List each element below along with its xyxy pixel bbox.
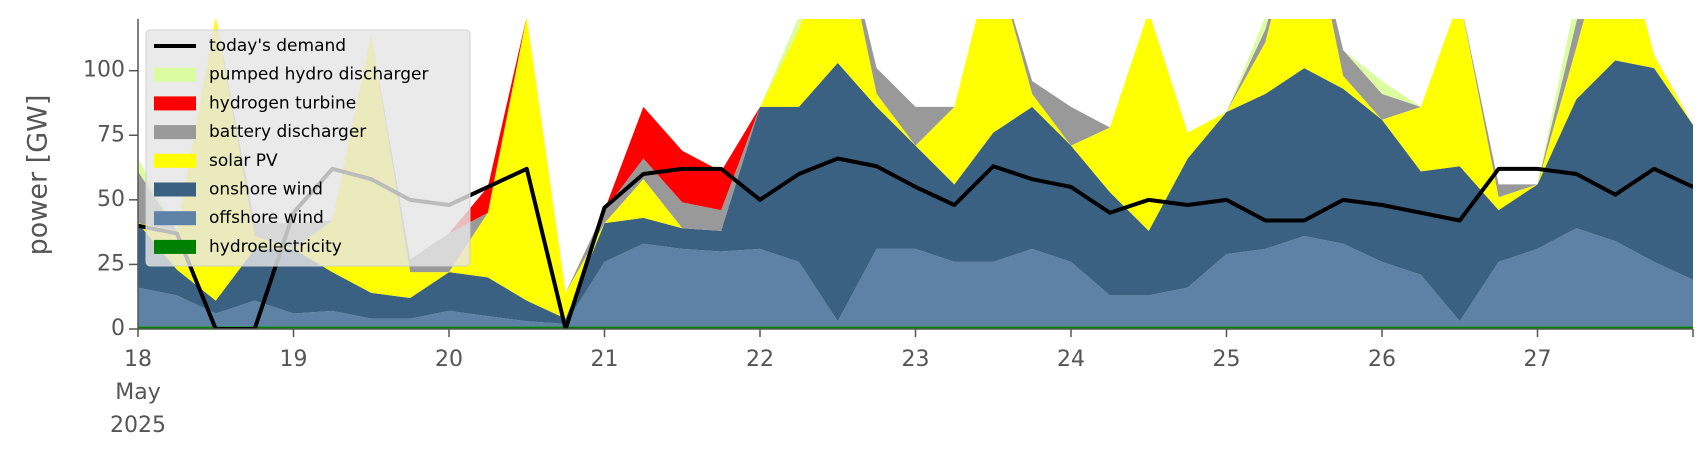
legend-label: solar PV	[209, 151, 278, 171]
x-tick-label: 25	[1213, 347, 1241, 372]
y-tick-label: 100	[83, 58, 125, 83]
legend-label: onshore wind	[209, 180, 323, 200]
x-tick-label: 26	[1368, 347, 1396, 372]
x-tick-label: 21	[591, 347, 619, 372]
legend-swatch	[154, 239, 196, 254]
y-tick-label: 25	[97, 251, 125, 276]
legend-label: hydrogen turbine	[209, 93, 356, 113]
x-tick-label: 27	[1524, 347, 1552, 372]
legend-label: offshore wind	[209, 208, 324, 228]
legend-swatch	[154, 153, 196, 168]
legend-label: today's demand	[209, 36, 346, 56]
legend-label: hydroelectricity	[209, 237, 342, 257]
x-tick-label: 24	[1057, 347, 1085, 372]
legend-swatch	[154, 182, 196, 197]
area	[138, 60, 1693, 324]
y-tick-label: 0	[111, 316, 125, 341]
legend-label: pumped hydro discharger	[209, 65, 428, 85]
y-tick-label: 50	[97, 187, 125, 212]
legend-swatch	[154, 67, 196, 82]
x-tick-label: 18 May 2025	[110, 347, 166, 438]
legend-label: battery discharger	[209, 122, 366, 142]
x-tick-label: 23	[902, 347, 930, 372]
y-axis-label: power [GW]	[23, 95, 54, 256]
legend-box	[145, 29, 471, 267]
area	[138, 228, 1693, 327]
x-tick-label: 22	[746, 347, 774, 372]
y-tick-label: 75	[97, 122, 125, 147]
area	[138, 19, 1693, 319]
legend-swatch	[154, 211, 196, 226]
legend-swatch	[154, 125, 196, 140]
legend-swatch	[154, 96, 196, 111]
x-tick-label: 20	[435, 347, 463, 372]
x-tick-label: 19	[280, 347, 308, 372]
